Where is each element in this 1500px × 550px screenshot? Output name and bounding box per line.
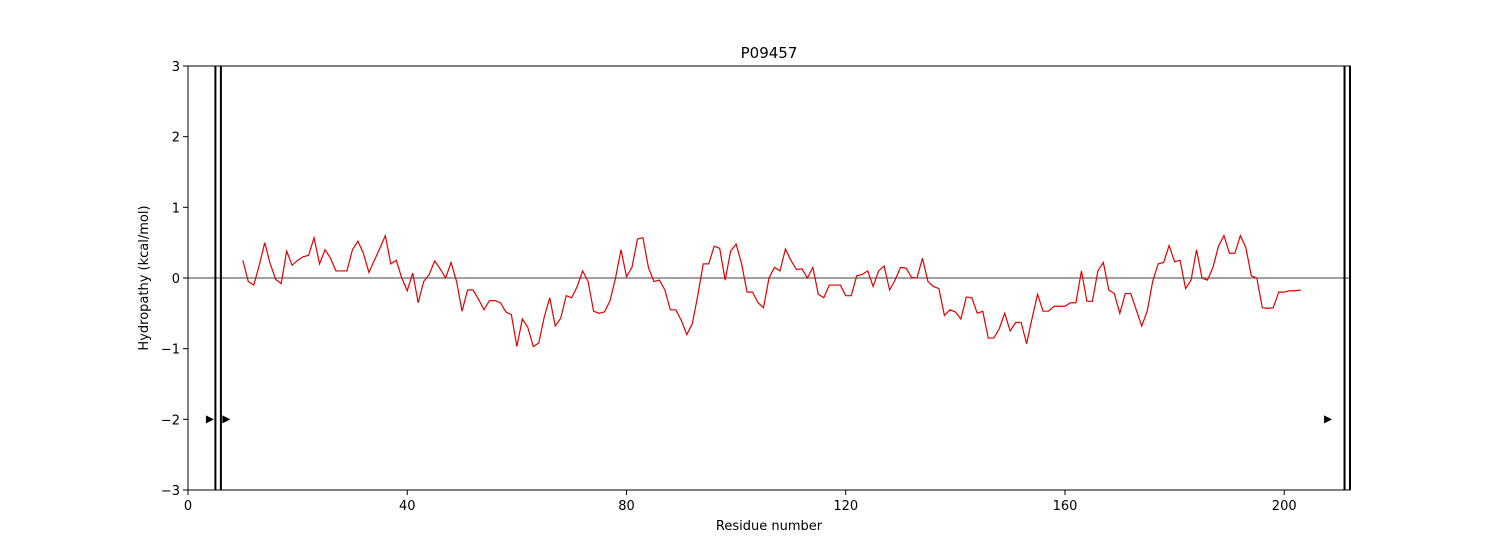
x-tick-label-80: 80: [618, 499, 635, 514]
x-axis: 0 40 80 120 160 200: [184, 490, 1297, 514]
y-tick-label-2: 2: [172, 131, 180, 146]
hydropathy-series-line: [242, 233, 1301, 348]
orientation-marker-1: [222, 415, 231, 424]
x-tick-label-160: 160: [1053, 499, 1078, 514]
y-axis: −3 −2 −1 0 1 2 3: [161, 60, 188, 499]
x-axis-label: Residue number: [716, 519, 823, 534]
y-tick-label-1: 1: [172, 201, 180, 216]
y-tick-label-0: 0: [172, 272, 180, 287]
orientation-marker-2: [1324, 415, 1333, 424]
y-tick-label--3: −3: [161, 484, 180, 499]
x-tick-label-200: 200: [1272, 499, 1297, 514]
x-tick-label-120: 120: [833, 499, 858, 514]
y-axis-label: Hydropathy (kcal/mol): [137, 205, 152, 350]
x-tick-label-0: 0: [184, 499, 192, 514]
y-tick-label--2: −2: [161, 413, 180, 428]
y-tick-label--1: −1: [161, 343, 180, 358]
chart-title: P09457: [741, 44, 798, 62]
y-tick-label-3: 3: [172, 60, 180, 75]
plot-area: [187, 65, 1351, 491]
orientation-marker-0: [205, 415, 214, 424]
x-tick-label-40: 40: [399, 499, 416, 514]
